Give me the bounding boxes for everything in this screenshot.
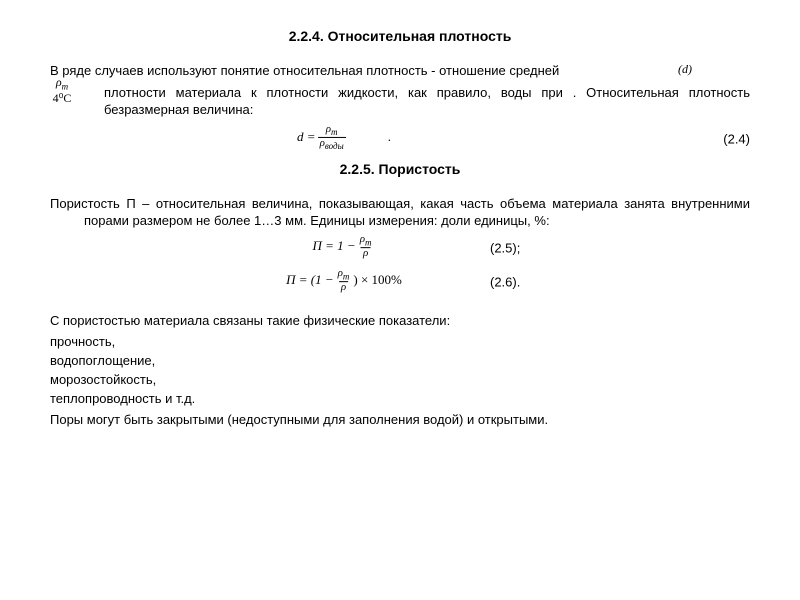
equation-2-6: П = (1 − ρm ρ ) × 100% — [286, 268, 402, 293]
list-item: водопоглощение, — [50, 352, 750, 371]
equation-2-5: П = 1 − ρm ρ — [313, 234, 376, 259]
equation-2-4-row: d = ρm ρводы . (2.4) — [50, 123, 750, 155]
equation-number-2-5: (2.5); — [490, 240, 520, 255]
section-number-224: 2.2.4. — [289, 28, 324, 44]
section-heading-224: 2.2.4. Относительная плотность — [50, 28, 750, 44]
para-224-line2: плотности материала к плотности жидкости… — [50, 84, 750, 119]
equation-2-6-row: П = (1 − ρm ρ ) × 100% (2.6). — [50, 268, 750, 296]
equation-2-4: d = ρm ρводы . — [297, 124, 391, 151]
para-pores: Поры могут быть закрытыми (недоступными … — [50, 411, 750, 429]
properties-list: прочность, водопоглощение, морозостойкос… — [50, 333, 750, 408]
para-related: С пористостью материала связаны такие фи… — [50, 312, 750, 330]
para-225: Пористость П – относительная величина, п… — [50, 195, 750, 230]
equation-number-2-6: (2.6). — [490, 274, 520, 289]
list-item: теплопроводность и т.д. — [50, 390, 750, 409]
section-heading-225: 2.2.5. Пористость — [50, 161, 750, 177]
para-224-line1: В ряде случаев используют понятие относи… — [50, 62, 750, 80]
margin-temp: 4⁰C — [38, 92, 86, 105]
margin-rho-m: ρm — [38, 76, 86, 92]
equation-number-2-4: (2.4) — [723, 131, 750, 146]
equation-2-5-row: П = 1 − ρm ρ (2.5); — [50, 234, 750, 262]
section-title-225: Пористость — [379, 161, 461, 177]
section-title-224: Относительная плотность — [328, 28, 512, 44]
document-page: (d) 2.2.4. Относительная плотность ρm 4⁰… — [0, 0, 800, 600]
list-item: морозостойкость, — [50, 371, 750, 390]
margin-note: ρm 4⁰C — [38, 76, 86, 105]
list-item: прочность, — [50, 333, 750, 352]
section-number-225: 2.2.5. — [340, 161, 375, 177]
